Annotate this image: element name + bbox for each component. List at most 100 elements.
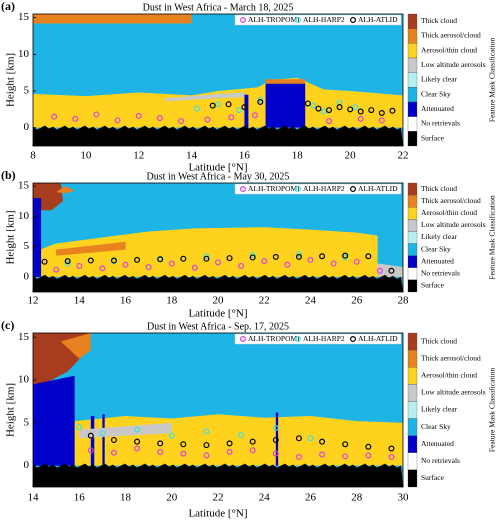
x-tick-label: 26 bbox=[351, 295, 363, 307]
classification-area bbox=[79, 422, 172, 439]
data-point bbox=[336, 104, 343, 111]
data-point bbox=[204, 116, 211, 123]
x-tick-label: 14 bbox=[186, 150, 198, 162]
y-tick-label: 0 bbox=[24, 270, 30, 282]
colorbar-label: Aerosol/thin cloud bbox=[421, 208, 477, 217]
chart-title: Dust in West Africa - Sep. 17, 2025 bbox=[147, 321, 289, 332]
data-point bbox=[157, 440, 164, 447]
classification-area bbox=[60, 333, 91, 359]
data-point bbox=[357, 115, 364, 122]
data-point bbox=[64, 260, 71, 267]
x-tick-label: 12 bbox=[133, 150, 144, 162]
colorbar-cell bbox=[407, 182, 418, 196]
x-tick-label: 18 bbox=[166, 295, 178, 307]
legend-box bbox=[234, 183, 402, 195]
data-point bbox=[378, 117, 385, 124]
data-point bbox=[93, 111, 100, 118]
data-point bbox=[353, 258, 360, 265]
classification-area bbox=[33, 14, 192, 24]
surface bbox=[33, 463, 403, 487]
x-tick-label: 16 bbox=[74, 492, 86, 504]
data-point bbox=[261, 258, 268, 265]
data-point bbox=[347, 106, 354, 113]
data-point bbox=[365, 452, 372, 459]
data-point bbox=[388, 267, 395, 274]
colorbar-label: Clear Sky bbox=[421, 422, 451, 431]
data-point bbox=[326, 118, 333, 125]
classification-area bbox=[102, 414, 105, 466]
x-tick-label: 8 bbox=[30, 150, 36, 162]
y-tick-label: 10 bbox=[18, 210, 30, 222]
colorbar-cell bbox=[407, 57, 418, 73]
colorbar-cell bbox=[407, 255, 418, 268]
data-point bbox=[368, 107, 375, 114]
classification-area bbox=[56, 241, 126, 256]
y-axis-label: Height [km] bbox=[5, 53, 17, 107]
y-axis-label: Height [km] bbox=[5, 210, 17, 264]
data-point bbox=[249, 254, 256, 261]
data-point bbox=[388, 445, 395, 452]
legend-label: ALH-TROPOMI bbox=[248, 334, 300, 343]
data-point bbox=[41, 258, 48, 265]
colorbar-cell bbox=[407, 435, 418, 453]
legend-box bbox=[234, 14, 402, 26]
data-point bbox=[64, 258, 71, 265]
data-point bbox=[215, 101, 222, 108]
classification-area bbox=[56, 186, 75, 194]
colorbar-label: Aerosol/thin cloud bbox=[421, 370, 477, 379]
data-point bbox=[284, 261, 291, 268]
x-tick-label: 20 bbox=[213, 295, 225, 307]
y-tick-label: 5 bbox=[24, 416, 30, 428]
colorbar-cell bbox=[407, 131, 418, 147]
colorbar-label: Thick aerosol/cloud bbox=[421, 353, 481, 362]
data-point bbox=[295, 253, 302, 260]
data-point bbox=[307, 435, 314, 442]
data-point bbox=[304, 100, 311, 107]
curtain bbox=[33, 333, 403, 487]
colorbar-label: Thick cloud bbox=[421, 16, 457, 25]
data-point bbox=[249, 252, 256, 259]
data-point bbox=[110, 449, 117, 456]
data-point bbox=[134, 426, 141, 433]
frame bbox=[32, 13, 404, 147]
colorbar-cell bbox=[407, 367, 418, 385]
data-point bbox=[180, 441, 187, 448]
data-point bbox=[365, 443, 372, 450]
colorbar-label: No retrievals bbox=[421, 119, 460, 128]
data-point bbox=[134, 438, 141, 445]
colorbar-title: Feature Mask Classification bbox=[488, 38, 497, 122]
legend-label: ALH-TROPOMI bbox=[248, 184, 300, 193]
data-point bbox=[110, 257, 117, 264]
colorbar-cell bbox=[407, 401, 418, 419]
data-point bbox=[257, 98, 264, 105]
data-point bbox=[76, 424, 83, 431]
colorbar-cell bbox=[407, 332, 418, 351]
legend-marker bbox=[295, 186, 302, 193]
y-tick-label: 0 bbox=[24, 459, 30, 471]
colorbar-cell bbox=[407, 243, 418, 256]
data-point bbox=[319, 253, 326, 260]
data-point bbox=[191, 264, 198, 271]
x-tick-label: 24 bbox=[305, 295, 317, 307]
colorbar-label: Low altitude aerosols bbox=[421, 388, 486, 397]
data-point bbox=[238, 431, 245, 438]
y-tick-label: 5 bbox=[24, 240, 30, 252]
legend-label: ALH-ATLID bbox=[358, 334, 398, 343]
data-point bbox=[180, 255, 187, 262]
data-point bbox=[209, 102, 216, 109]
data-point bbox=[168, 432, 175, 439]
x-tick-label: 26 bbox=[305, 492, 317, 504]
classification-area bbox=[33, 375, 75, 466]
colorbar-label: Attenuated bbox=[421, 104, 454, 113]
classification-area bbox=[39, 227, 403, 277]
data-point bbox=[99, 430, 106, 437]
classification-area bbox=[33, 198, 42, 277]
panel-label: (a) bbox=[1, 0, 15, 13]
x-tick-label: 28 bbox=[398, 295, 410, 307]
data-point bbox=[357, 108, 364, 115]
legend-marker bbox=[295, 17, 302, 24]
data-point bbox=[342, 441, 349, 448]
colorbar-title: Feature Mask Classification bbox=[488, 195, 497, 279]
x-tick-label: 24 bbox=[259, 492, 271, 504]
legend-label: ALH-ATLID bbox=[358, 15, 398, 24]
